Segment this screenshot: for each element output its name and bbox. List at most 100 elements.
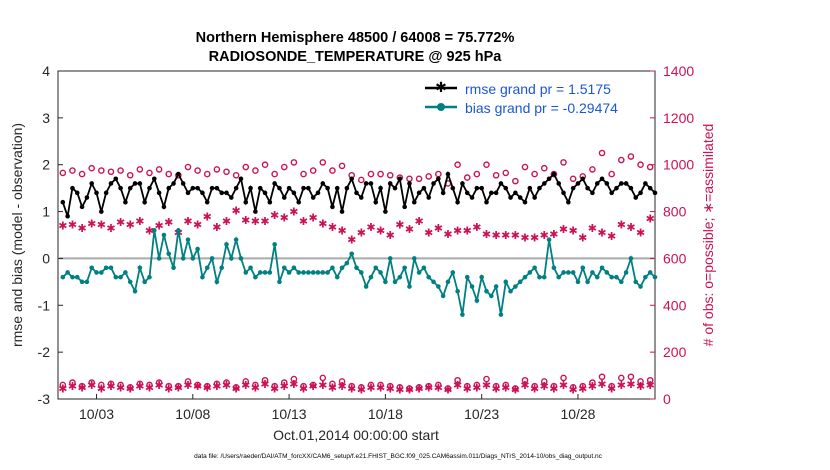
- bias-point: [541, 274, 547, 280]
- obs-possible-marker: [627, 373, 635, 381]
- bias-point: [185, 237, 191, 242]
- rmse-point: [224, 190, 229, 196]
- rmse-point: [209, 185, 215, 191]
- obs-assimilated-marker: ✱: [376, 225, 385, 237]
- rmse-point: [387, 181, 393, 186]
- obs-assimilated-marker: ✱: [222, 380, 231, 392]
- rmse-point: [455, 199, 460, 205]
- rmse-point: [277, 185, 282, 191]
- bias-point: [89, 265, 95, 271]
- axis-ticks: -3 -2 -1 0 1 2 3 4 0 200 400 600 800 1000 1200 1400 10/0…: [38, 63, 695, 422]
- bias-point: [416, 270, 422, 275]
- rmse-point: [233, 185, 239, 191]
- bias-point: [233, 237, 239, 242]
- obs-assimilated-marker: ✱: [511, 230, 520, 242]
- bias-point: [618, 279, 624, 285]
- y-axis-right-label: # of obs: o=possible; ∗=assimilated: [700, 124, 716, 347]
- obs-assimilated-marker: ✱: [405, 224, 414, 236]
- obs-possible-marker: [348, 382, 355, 390]
- rmse-point: [623, 181, 629, 186]
- rmse-point: [652, 190, 658, 196]
- rmse-point: [647, 185, 653, 191]
- rmse-point: [566, 199, 571, 205]
- obs-possible-marker: [78, 382, 86, 390]
- obs-possible-marker: [261, 161, 269, 169]
- obs-possible-marker: [637, 161, 644, 169]
- obs-possible-marker: [88, 379, 96, 386]
- obs-assimilated-marker: ✱: [626, 379, 635, 391]
- obs-possible-marker: [367, 170, 375, 178]
- obs-assimilated-marker: ✱: [376, 382, 385, 394]
- obs-possible-marker: [184, 378, 192, 385]
- rmse-point: [392, 185, 398, 191]
- y-right-tick-label: 400: [663, 297, 687, 313]
- rmse-point: [65, 213, 70, 219]
- obs-assimilated-marker: ✱: [386, 230, 395, 242]
- obs-possible-marker: [627, 153, 635, 160]
- obs-possible-marker: [194, 381, 201, 389]
- obs-assimilated-marker: ✱: [260, 379, 269, 391]
- obs-assimilated-marker: ✱: [164, 217, 173, 229]
- bias-point: [604, 270, 610, 275]
- rmse-point: [267, 199, 273, 205]
- rmse-point: [132, 181, 138, 186]
- y-left-tick-label: 4: [42, 63, 50, 79]
- bias-point: [142, 279, 147, 285]
- bias-point: [262, 270, 268, 275]
- obs-assimilated-marker: ✱: [106, 381, 115, 393]
- rmse-point: [320, 181, 326, 186]
- rmse-point: [638, 190, 643, 196]
- obs-possible-marker: [300, 170, 307, 178]
- rmse-point: [325, 185, 330, 191]
- obs-possible-marker: [232, 383, 240, 391]
- bias-point: [137, 265, 143, 271]
- bias-point: [363, 284, 369, 289]
- bias-point: [387, 256, 393, 261]
- y-right-tick-label: 0: [663, 391, 671, 407]
- bias-point: [484, 288, 489, 294]
- rmse-point: [118, 185, 123, 191]
- obs-possible-marker: [646, 163, 654, 171]
- rmse-point: [541, 181, 547, 186]
- bias-point: [156, 256, 162, 261]
- rmse-point: [513, 190, 518, 196]
- rmse-point: [590, 190, 595, 196]
- rmse-point: [411, 199, 417, 205]
- obs-assimilated-marker: ✱: [366, 382, 375, 394]
- obs-assimilated-marker: ✱: [597, 379, 606, 391]
- rmse-point: [123, 199, 128, 205]
- obs-assimilated-marker: ✱: [482, 229, 491, 241]
- obs-assimilated-marker: ✱: [68, 219, 77, 231]
- obs-possible-marker: [550, 382, 558, 390]
- obs-assimilated-marker: ✱: [280, 381, 289, 393]
- legend: ✱ rmse grand pr = 1.5175 bias grand pr =…: [425, 79, 618, 116]
- rmse-point: [151, 176, 157, 182]
- bias-point: [575, 279, 581, 285]
- obs-possible-marker: [560, 159, 567, 166]
- chart-title: Northern Hemisphere 48500 / 64008 = 75.7…: [196, 30, 515, 46]
- rmse-point: [296, 199, 302, 205]
- bias-point: [464, 274, 470, 280]
- rmse-point: [359, 195, 364, 200]
- obs-possible-marker: [579, 382, 587, 390]
- obs-assimilated-marker: ✱: [145, 225, 154, 237]
- y-right-tick-label: 1400: [663, 63, 694, 79]
- obs-assimilated-marker: ✱: [164, 383, 173, 395]
- rmse-point: [349, 176, 354, 182]
- bias-point: [301, 270, 306, 275]
- bias-point: [70, 274, 75, 280]
- rmse-point: [643, 181, 648, 186]
- bias-point: [590, 270, 595, 275]
- rmse-point: [166, 185, 172, 191]
- rmse-point: [142, 199, 147, 205]
- obs-assimilated-marker: ✱: [212, 381, 221, 393]
- obs-possible-marker: [271, 170, 278, 178]
- obs-assimilated-marker: ✱: [193, 219, 202, 231]
- obs-possible-marker: [425, 382, 433, 390]
- obs-possible-marker: [608, 170, 615, 178]
- bias-point: [310, 270, 316, 275]
- rmse-series: [60, 170, 658, 219]
- bias-point: [147, 274, 152, 280]
- bias-point: [479, 274, 484, 280]
- rmse-point: [301, 185, 306, 191]
